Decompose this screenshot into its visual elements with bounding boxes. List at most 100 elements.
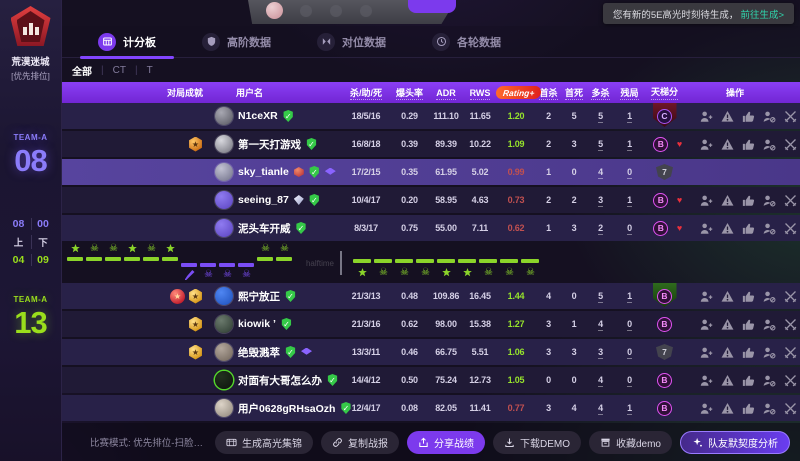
tab-matchup-stats[interactable]: 对位数据 [317,32,386,51]
challenge-icon[interactable] [784,110,797,123]
round-marker[interactable] [436,243,457,283]
player-avatar[interactable] [215,163,233,181]
player-avatar[interactable] [215,135,233,153]
player-avatar[interactable] [215,287,233,305]
player-name[interactable]: N1ceXR [238,110,278,122]
report-icon[interactable] [721,110,734,123]
round-marker[interactable]: ☠ [85,243,104,283]
player-name[interactable]: 用户0628gRHsaOzh [238,402,336,415]
player-avatar[interactable] [215,371,233,389]
block-user-icon[interactable] [763,222,776,235]
report-icon[interactable] [721,222,734,235]
challenge-icon[interactable] [784,318,797,331]
player-avatar[interactable] [215,315,233,333]
round-marker[interactable]: ☠ [415,243,436,283]
player-row[interactable]: ★ 第一天打游戏 ✓ 16/8/18 0.39 89.39 10.22 1.09… [62,131,800,157]
round-marker[interactable]: ☠ [275,243,294,283]
add-friend-icon[interactable] [700,374,713,387]
add-friend-icon[interactable] [700,290,713,303]
round-marker[interactable]: ☠ [256,243,275,283]
player-row[interactable]: 对面有大哥怎么办 ✓ 14/4/12 0.50 75.24 12.73 1.05… [62,367,800,393]
round-marker[interactable] [457,243,478,283]
add-friend-icon[interactable] [700,194,713,207]
player-row[interactable]: seeing_87 ✓ 10/4/17 0.20 58.95 4.63 0.73… [62,187,800,213]
player-row[interactable]: N1ceXR ✓ 18/5/16 0.29 111.10 11.65 1.20 … [62,103,800,129]
round-marker[interactable]: ☠ [373,243,394,283]
like-icon[interactable] [742,290,755,303]
challenge-icon[interactable] [784,402,797,415]
copy-report-button[interactable]: 复制战报 [320,430,399,454]
challenge-icon[interactable] [784,138,797,151]
like-icon[interactable] [742,374,755,387]
block-user-icon[interactable] [763,290,776,303]
block-user-icon[interactable] [763,194,776,207]
player-avatar[interactable] [215,343,233,361]
share-results-button[interactable]: 分享战绩 [406,430,485,454]
block-user-icon[interactable] [763,318,776,331]
challenge-icon[interactable] [784,374,797,387]
block-user-icon[interactable] [763,374,776,387]
round-marker[interactable] [123,243,142,283]
report-icon[interactable] [721,346,734,359]
add-friend-icon[interactable] [700,222,713,235]
player-row[interactable]: ★ 绝毁溅萃 ✓ 13/3/11 0.46 66.75 5.51 1.06 3 … [62,339,800,365]
player-row[interactable]: ★ kiowik ’ ✓ 21/3/16 0.62 98.00 15.38 1.… [62,311,800,337]
favorite-demo-button[interactable]: 收藏demo [588,430,672,454]
round-marker[interactable] [352,243,373,283]
add-friend-icon[interactable] [700,318,713,331]
tab-advanced-stats[interactable]: 高阶数据 [202,32,271,51]
filter-t[interactable]: T [146,64,153,76]
player-avatar[interactable] [215,399,233,417]
round-marker[interactable]: ☠ [520,243,541,283]
like-icon[interactable] [742,318,755,331]
player-name[interactable]: 熙宁放正 [238,290,280,303]
player-avatar[interactable] [215,191,233,209]
round-marker[interactable] [180,243,199,283]
player-row[interactable]: ★ ★ 熙宁放正 ✓ 21/3/13 0.48 109.86 16.45 1.44… [62,283,800,309]
report-icon[interactable] [721,318,734,331]
player-avatar[interactable] [215,107,233,125]
player-name[interactable]: 泥头车开威 [238,222,291,235]
teammate-chemistry-button[interactable]: 队友默契度分析 [680,430,790,454]
round-marker[interactable]: ☠ [394,243,415,283]
round-marker[interactable]: ☠ [478,243,499,283]
tab-scoreboard[interactable]: 计分板 [80,32,174,59]
tab-round-stats[interactable]: 各轮数据 [432,32,501,51]
profile-action-pill[interactable] [408,0,456,13]
report-icon[interactable] [721,138,734,151]
download-demo-button[interactable]: 下载DEMO [492,430,581,454]
add-friend-icon[interactable] [700,346,713,359]
player-row[interactable]: 用户0628gRHsaOzh ✓ 12/4/17 0.08 82.05 11.4… [62,395,800,421]
round-marker[interactable] [66,243,85,283]
round-marker[interactable]: ☠ [237,243,256,283]
player-name[interactable]: seeing_87 [238,194,289,206]
challenge-icon[interactable] [784,194,797,207]
block-user-icon[interactable] [763,346,776,359]
toast-generate-link[interactable]: 前往生成> [740,9,784,21]
round-marker[interactable]: ☠ [104,243,123,283]
add-friend-icon[interactable] [700,110,713,123]
player-row[interactable]: sky_tianle ✓ 17/2/15 0.35 61.95 5.02 0.9… [62,159,800,185]
block-user-icon[interactable] [763,402,776,415]
player-avatar[interactable] [215,219,233,237]
challenge-icon[interactable] [784,346,797,359]
round-marker[interactable]: ☠ [218,243,237,283]
like-icon[interactable] [742,138,755,151]
add-friend-icon[interactable] [700,138,713,151]
player-name[interactable]: 对面有大哥怎么办 [238,374,322,387]
generate-highlights-button[interactable]: 生成高光集锦 [214,430,313,454]
report-icon[interactable] [721,290,734,303]
player-name[interactable]: sky_tianle [238,166,289,178]
add-friend-icon[interactable] [700,402,713,415]
player-name[interactable]: 第一天打游戏 [238,138,301,151]
challenge-icon[interactable] [784,290,797,303]
challenge-icon[interactable] [784,222,797,235]
like-icon[interactable] [742,346,755,359]
player-name[interactable]: kiowik ’ [238,318,276,330]
like-icon[interactable] [742,194,755,207]
report-icon[interactable] [721,374,734,387]
round-marker[interactable]: ☠ [199,243,218,283]
filter-ct[interactable]: CT [112,64,126,76]
round-marker[interactable] [161,243,180,283]
report-icon[interactable] [721,402,734,415]
